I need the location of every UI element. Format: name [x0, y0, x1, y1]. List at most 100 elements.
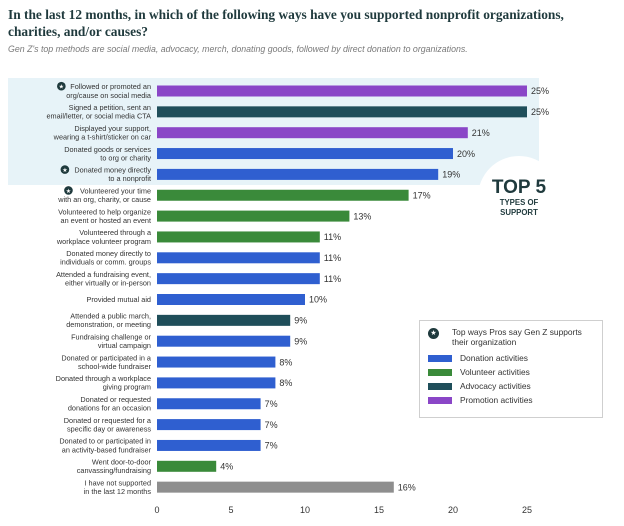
category-label: an event or hosted an event [61, 216, 151, 225]
bar-value-label: 9% [294, 316, 307, 326]
category-label: in the last 12 months [84, 487, 152, 496]
bar [157, 356, 276, 368]
category-label: Donated or participated in a [61, 353, 152, 362]
legend-label: Promotion activities [460, 395, 533, 405]
legend-item-volunteer: Volunteer activities [428, 365, 594, 379]
category-label: Volunteered to help organize [58, 207, 151, 216]
category-label: demonstration, or meeting [66, 320, 151, 329]
bar [157, 294, 305, 305]
category-label: Donated or requested for a [64, 416, 152, 425]
category-label: wearing a t-shirt/sticker on car [53, 133, 152, 142]
star-glyph: ★ [62, 167, 67, 174]
legend-item-donation: Donation activities [428, 351, 594, 365]
star-badge-icon: ★ [428, 328, 439, 339]
category-label: canvassing/fundraising [77, 466, 151, 475]
bar [157, 85, 527, 97]
bar [157, 168, 439, 180]
legend-label: Volunteer activities [460, 367, 530, 377]
x-tick-label: 10 [300, 505, 310, 515]
bar [157, 335, 291, 347]
bar-value-label: 20% [457, 149, 475, 159]
category-label: to org or charity [100, 153, 151, 162]
legend-label: Advocacy activities [460, 381, 531, 391]
category-label: virtual campaign [98, 341, 151, 350]
legend-header: ★ Top ways Pros say Gen Z supports their… [428, 327, 594, 347]
top5-subheading: TYPES OF SUPPORT [499, 197, 539, 217]
category-label: individuals or comm. groups [60, 258, 151, 267]
category-label: to a nonprofit [108, 174, 151, 183]
bar-value-label: 16% [398, 482, 416, 492]
bar [157, 273, 320, 285]
bar [157, 127, 468, 139]
category-label: Donated or requested [80, 395, 151, 404]
bar [157, 106, 527, 118]
top5-badge: TOP 5 TYPES OF SUPPORT [478, 156, 560, 238]
bar [157, 419, 261, 431]
category-label: an activity-based fundraiser [62, 445, 152, 454]
category-label: Attended a fundraising event, [56, 270, 151, 279]
category-label: Followed or promoted an [70, 82, 151, 91]
category-label: specific day or awareness [67, 424, 151, 433]
category-label: giving program [103, 383, 151, 392]
legend-swatch [428, 396, 452, 404]
bar [157, 314, 291, 326]
legend-label: Donation activities [460, 353, 528, 363]
bar [157, 148, 453, 160]
bar-value-label: 7% [265, 399, 278, 409]
category-label: Volunteered your time [80, 186, 151, 195]
x-tick-label: 25 [522, 505, 532, 515]
category-label: Donated money directly to [66, 249, 151, 258]
legend-swatch [428, 354, 452, 362]
bar [157, 252, 320, 264]
category-label: with an org, charity, or cause [57, 195, 151, 204]
bar [157, 189, 409, 201]
bar-value-label: 13% [353, 211, 371, 221]
bar-value-label: 11% [324, 274, 341, 284]
category-label: Displayed your support, [74, 124, 151, 133]
category-label: email/letter, or social media CTA [47, 112, 152, 121]
category-label: Donated money directly [74, 166, 151, 175]
bar-value-label: 8% [279, 357, 292, 367]
top5-heading: TOP 5 [491, 176, 547, 198]
legend-item-advocacy: Advocacy activities [428, 379, 594, 393]
star-glyph: ★ [59, 84, 64, 91]
star-badge-icon [64, 186, 73, 195]
bar [157, 210, 350, 222]
x-tick-label: 15 [374, 505, 384, 515]
bar-value-label: 7% [265, 420, 278, 430]
bar-value-label: 9% [294, 336, 307, 346]
bar [157, 377, 276, 389]
star-glyph: ★ [66, 188, 71, 195]
category-label: org/cause on social media [66, 91, 152, 100]
category-label: Attended a public march, [70, 312, 151, 321]
bar-value-label: 25% [531, 86, 549, 96]
x-tick-label: 20 [448, 505, 458, 515]
bar-value-label: 8% [279, 378, 292, 388]
bar [157, 460, 217, 472]
bar-value-label: 7% [265, 441, 278, 451]
category-label: I have not supported [84, 478, 151, 487]
category-label: Fundraising challenge or [71, 332, 151, 341]
bar [157, 231, 320, 243]
star-badge-icon [57, 81, 66, 91]
bar [157, 398, 261, 410]
category-label: Donated through a workplace [56, 374, 151, 383]
chart-legend: ★ Top ways Pros say Gen Z supports their… [419, 320, 603, 418]
category-label: school-wide fundraiser [78, 362, 152, 371]
category-label: workplace volunteer program [56, 237, 151, 246]
category-label: Volunteered through a [79, 228, 152, 237]
legend-swatch [428, 368, 452, 376]
category-label: Went door-to-door [92, 458, 152, 467]
bar-value-label: 25% [531, 107, 549, 117]
bar-value-label: 4% [220, 462, 233, 472]
bar [157, 481, 394, 493]
category-label: donations for an occasion [68, 404, 151, 413]
x-tick-label: 5 [228, 505, 233, 515]
legend-header-text: Top ways Pros say Gen Z supports their o… [452, 327, 582, 347]
category-label: Provided mutual aid [87, 295, 152, 304]
category-label: Donated to or participated in [59, 437, 151, 446]
bar-value-label: 11% [324, 232, 341, 242]
bar-value-label: 10% [309, 295, 327, 305]
bar-value-label: 11% [324, 253, 341, 263]
